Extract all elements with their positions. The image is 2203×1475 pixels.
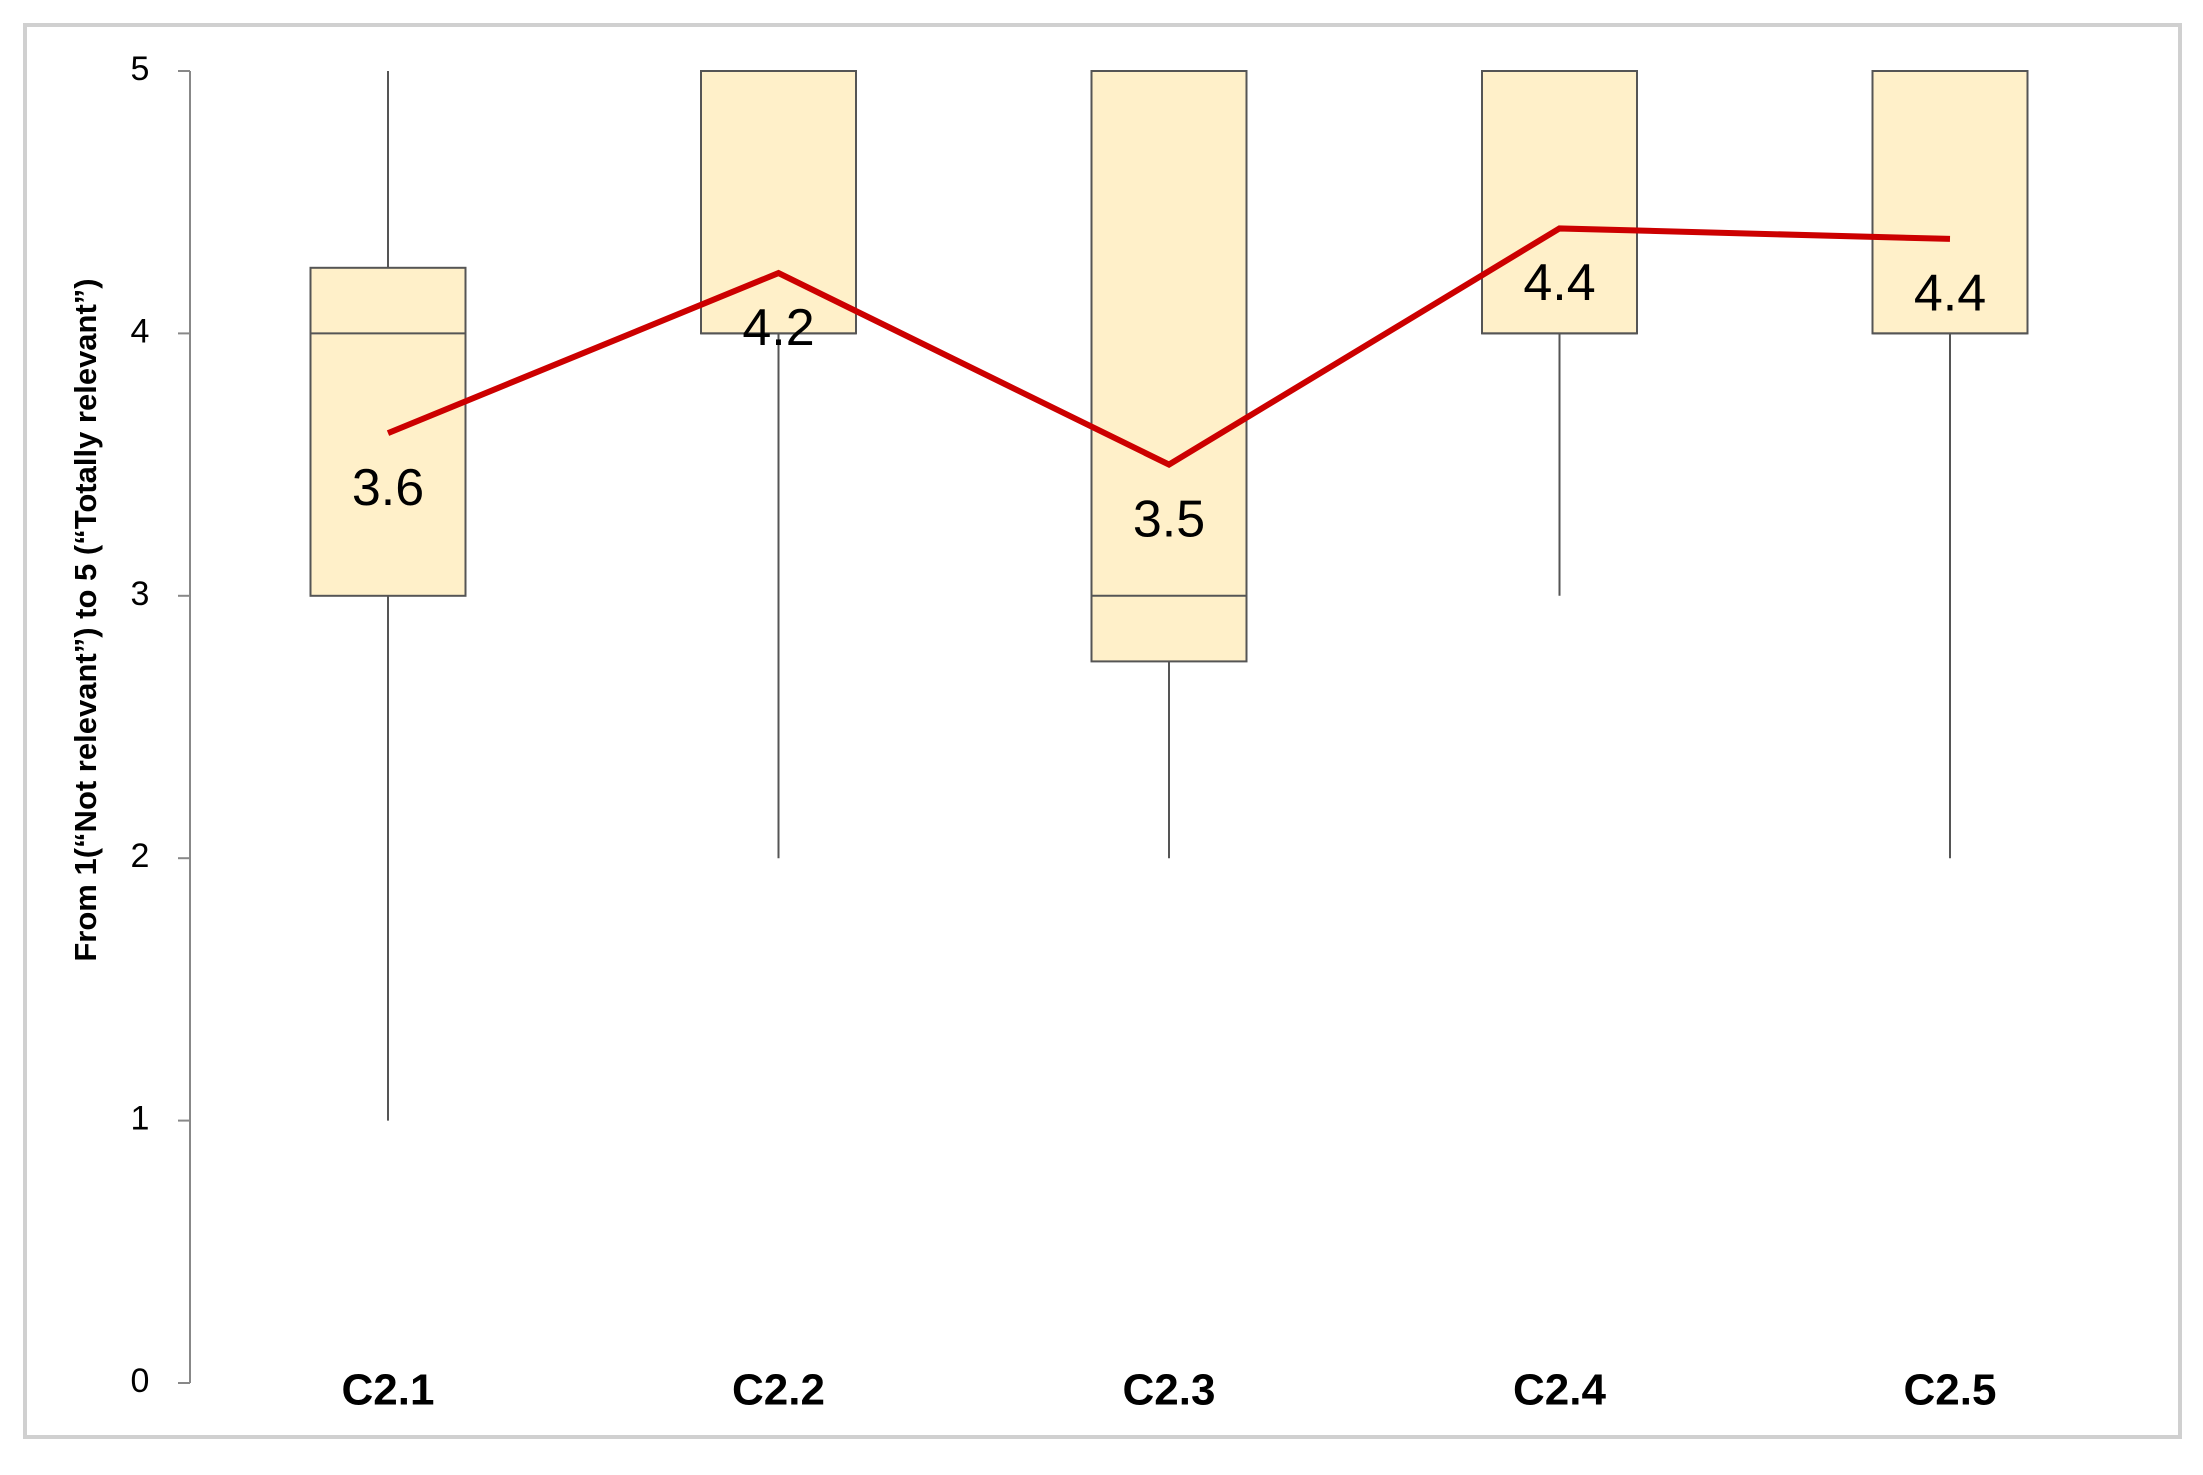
y-tick-label: 5	[131, 50, 150, 88]
box	[1481, 70, 1638, 335]
frame	[23, 23, 2182, 1439]
x-tick-label: C2.4	[1513, 1366, 1606, 1415]
value-label: 3.6	[352, 459, 424, 517]
y-tick-label: 3	[131, 575, 150, 613]
x-tick-label: C2.5	[1904, 1366, 1997, 1415]
box	[700, 70, 857, 335]
y-tick-label: 4	[131, 312, 150, 350]
x-tick-label: C2.3	[1123, 1366, 1216, 1415]
y-axis-label: From 1(“Not relevant”) to 5 (“Totally re…	[68, 278, 103, 961]
y-tick-label: 0	[131, 1362, 150, 1400]
value-label: 3.5	[1133, 490, 1205, 548]
value-label: 4.2	[742, 299, 814, 357]
x-tick-label: C2.1	[342, 1366, 435, 1415]
x-tick-label: C2.2	[732, 1366, 825, 1415]
box	[1090, 70, 1248, 663]
mean-line	[386, 225, 1951, 469]
value-label: 4.4	[1914, 265, 1986, 323]
value-label: 4.4	[1523, 254, 1595, 312]
y-tick-label: 2	[131, 837, 150, 875]
box	[1871, 70, 2029, 335]
y-tick-label: 1	[131, 1100, 150, 1138]
